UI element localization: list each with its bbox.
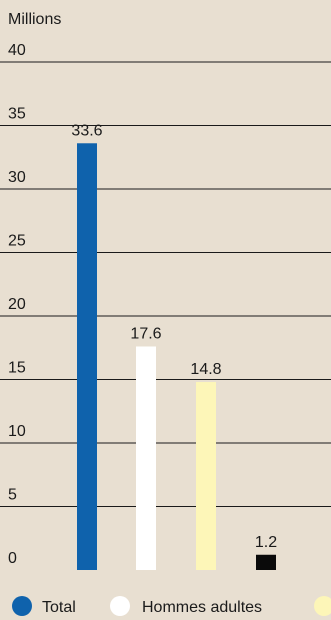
y-tick-label-5: 5 [8,487,17,504]
bars: 33.6 17.6 14.8 1.2 [71,122,277,570]
bar-1 [77,143,97,570]
data-label-3: 14.8 [190,361,221,378]
bar-3 [196,382,216,570]
data-label-1: 33.6 [71,122,102,139]
y-tick-label-20: 20 [8,296,26,313]
y-tick-label-40: 40 [8,42,26,59]
y-tick-label-25: 25 [8,233,26,250]
y-tick-label-30: 30 [8,169,26,186]
legend-label-2: Hommes adultes [142,599,262,616]
y-tick-label-0: 0 [8,550,17,567]
legend-swatch-1 [12,596,32,616]
legend-swatch-2 [110,596,130,616]
y-axis-title: Millions [8,11,61,28]
y-tick-label-15: 15 [8,360,26,377]
data-label-2: 17.6 [130,325,161,342]
legend: Total Hommes adultes [12,596,331,616]
bar-2 [136,346,156,570]
legend-swatch-3 [314,596,331,616]
data-label-4: 1.2 [255,534,277,551]
gridlines: 0 5 10 15 20 25 30 35 40 [0,42,331,567]
y-tick-label-35: 35 [8,106,26,123]
legend-label-1: Total [42,599,76,616]
y-tick-label-10: 10 [8,423,26,440]
bar-4 [256,554,276,570]
